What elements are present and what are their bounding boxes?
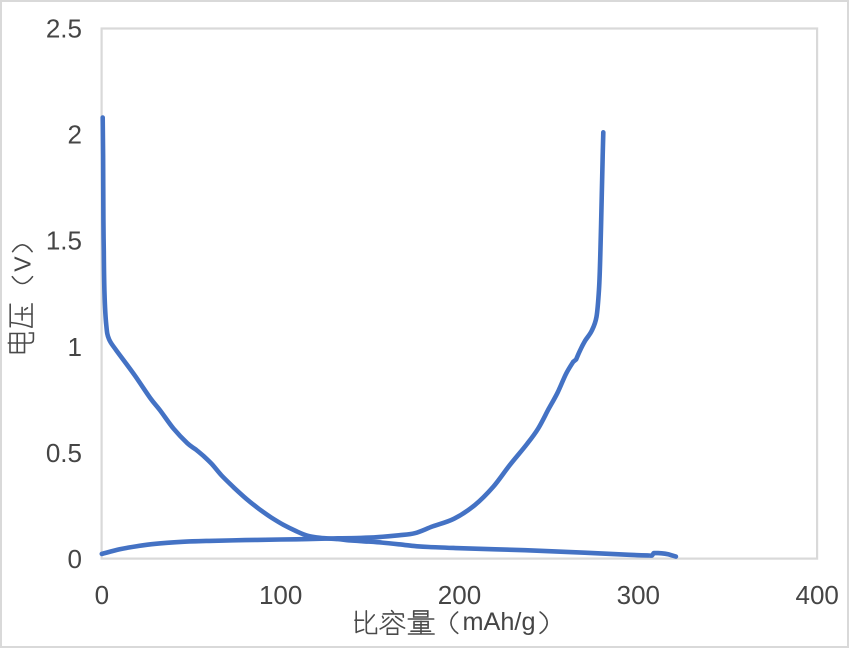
svg-text:1.5: 1.5 [46,226,82,256]
svg-text:0.5: 0.5 [46,438,82,468]
svg-text:300: 300 [617,580,660,610]
svg-text:0: 0 [95,580,109,610]
svg-text:1: 1 [68,332,82,362]
svg-text:0: 0 [68,544,82,574]
svg-text:V: V [9,256,35,272]
svg-text:mAh/g: mAh/g [463,608,536,636]
svg-text:2.5: 2.5 [46,14,82,44]
svg-text:400: 400 [796,580,839,610]
svg-text:2: 2 [68,120,82,150]
svg-text:200: 200 [438,580,481,610]
svg-text:100: 100 [259,580,302,610]
